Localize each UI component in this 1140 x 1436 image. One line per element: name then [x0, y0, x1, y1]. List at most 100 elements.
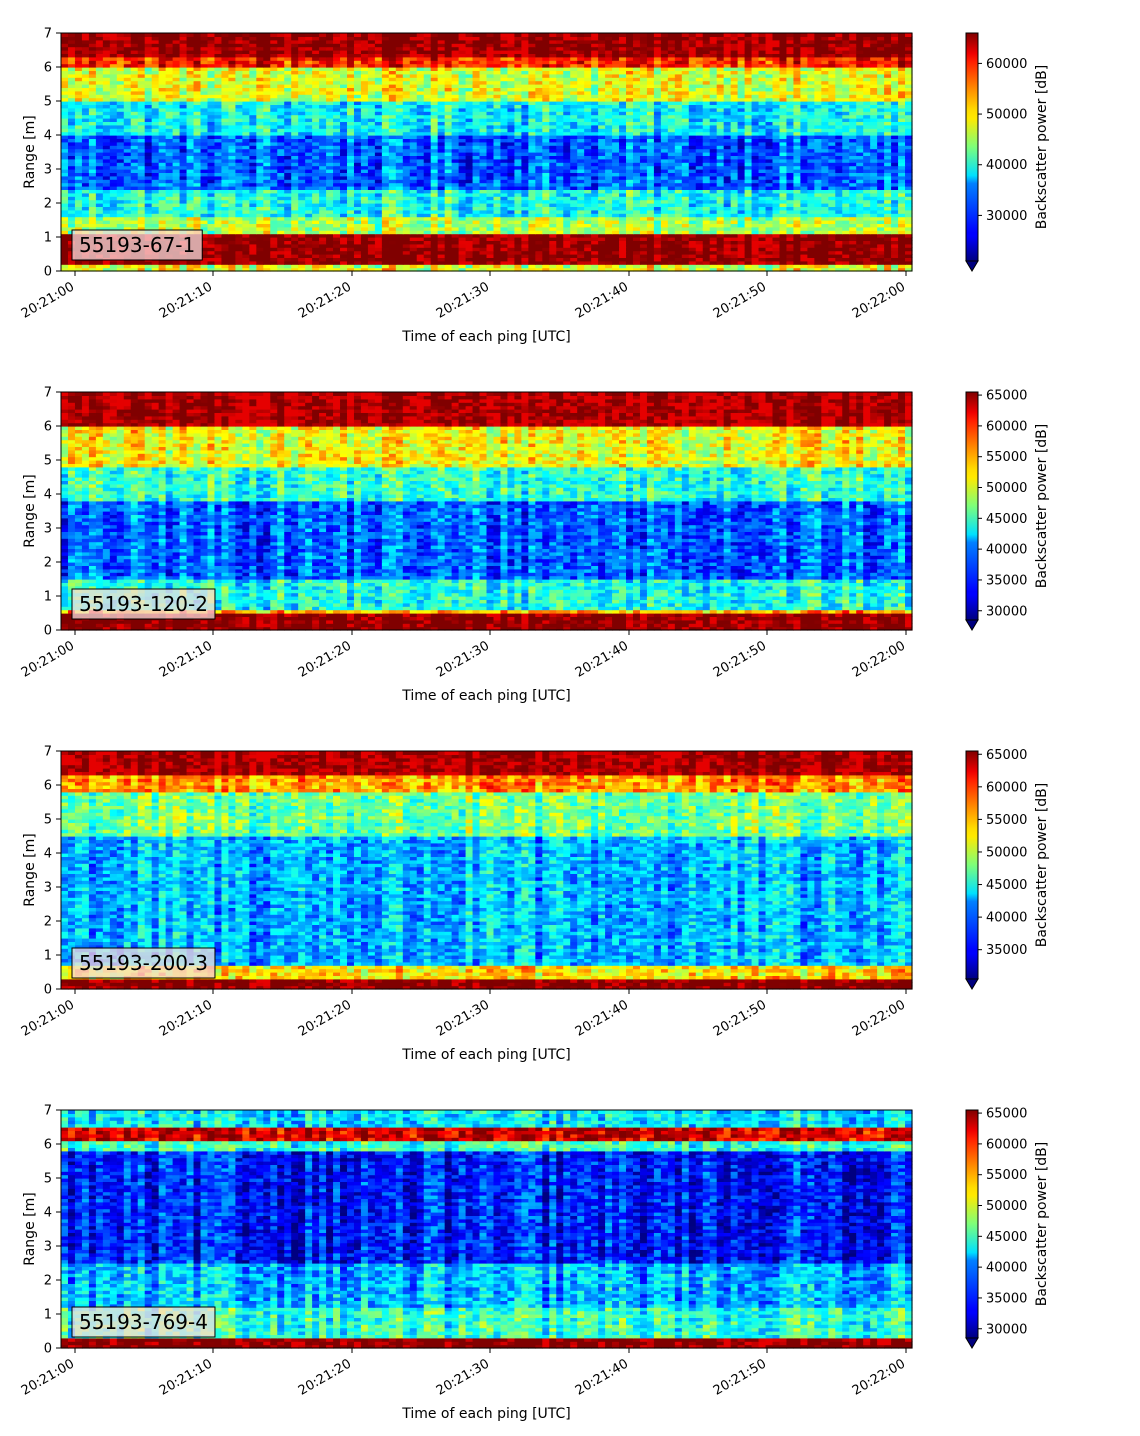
heatmap-cell	[563, 220, 571, 224]
heatmap-cell	[884, 257, 892, 262]
heatmap-cell	[423, 267, 432, 272]
heatmap-cell	[479, 165, 488, 170]
heatmap-cell	[786, 254, 795, 258]
heatmap-cell	[542, 216, 550, 221]
heatmap-cell	[535, 243, 543, 248]
heatmap-cell	[158, 131, 167, 136]
heatmap-cell	[109, 158, 118, 163]
heatmap-cell	[305, 172, 313, 177]
heatmap-cell	[779, 243, 788, 248]
heatmap-cell	[291, 162, 299, 167]
heatmap-cell	[765, 182, 774, 187]
heatmap-cell	[381, 148, 390, 153]
heatmap-cell	[472, 264, 481, 269]
heatmap-cell	[214, 267, 223, 272]
heatmap-cell	[291, 243, 299, 248]
heatmap-cell	[430, 240, 439, 245]
heatmap-cell	[116, 264, 125, 269]
heatmap-cell	[639, 189, 648, 194]
heatmap-cell	[346, 223, 355, 228]
heatmap-cell	[905, 175, 913, 180]
heatmap-cell	[884, 165, 892, 170]
heatmap-cell	[702, 260, 711, 265]
heatmap-cell	[807, 186, 815, 190]
heatmap-cell	[821, 260, 829, 265]
heatmap-cell	[444, 179, 453, 184]
heatmap-cell	[709, 192, 718, 197]
heatmap-cell	[800, 203, 808, 207]
heatmap-cell	[612, 209, 620, 214]
heatmap-cell	[472, 189, 481, 194]
heatmap-cell	[402, 213, 411, 218]
heatmap-cell	[772, 182, 781, 187]
heatmap-cell	[270, 250, 278, 255]
heatmap-cell	[479, 223, 488, 228]
heatmap-cell	[619, 267, 627, 272]
heatmap-cell	[786, 182, 795, 187]
heatmap-cell	[144, 189, 153, 194]
heatmap-cell	[646, 158, 655, 163]
heatmap-cell	[116, 223, 125, 228]
heatmap-cell	[737, 233, 746, 238]
heatmap-cell	[326, 192, 334, 197]
heatmap-cell	[688, 237, 697, 241]
heatmap-cell	[465, 141, 474, 146]
heatmap-cell	[786, 247, 795, 252]
heatmap-cell	[772, 233, 781, 238]
heatmap-cell	[619, 189, 627, 194]
heatmap-cell	[695, 162, 704, 167]
heatmap-cell	[556, 175, 564, 180]
heatmap-cell	[653, 213, 662, 218]
heatmap-cell	[249, 226, 257, 231]
heatmap-cell	[612, 243, 620, 248]
heatmap-cell	[102, 199, 111, 204]
heatmap-cell	[598, 158, 606, 163]
heatmap-cell	[667, 216, 676, 221]
heatmap-cell	[779, 223, 788, 228]
heatmap-cell	[849, 247, 857, 252]
heatmap-cell	[74, 162, 83, 167]
heatmap-cell	[674, 267, 683, 272]
heatmap-cell	[549, 141, 557, 146]
heatmap-cell	[716, 203, 725, 207]
heatmap-cell	[137, 182, 146, 187]
heatmap-cell	[730, 233, 739, 238]
heatmap-cell	[800, 250, 808, 255]
heatmap-cell	[514, 240, 522, 245]
heatmap-cell	[61, 179, 69, 184]
heatmap-cell	[298, 148, 306, 153]
heatmap-cell	[326, 189, 334, 194]
heatmap-cell	[472, 216, 481, 221]
heatmap-cell	[95, 223, 104, 228]
heatmap-cell	[891, 230, 899, 235]
heatmap-cell	[270, 196, 278, 201]
heatmap-cell	[639, 247, 648, 252]
heatmap-cell	[626, 206, 634, 211]
heatmap-cell	[842, 240, 850, 245]
heatmap-cell	[584, 186, 592, 190]
heatmap-cell	[312, 179, 320, 184]
heatmap-cell	[744, 148, 753, 153]
heatmap-cell	[81, 172, 90, 177]
heatmap-cell	[814, 141, 822, 146]
heatmap-cell	[605, 254, 613, 258]
heatmap-cell	[709, 240, 718, 245]
heatmap-cell	[863, 209, 871, 214]
heatmap-cell	[891, 148, 899, 153]
heatmap-cell	[200, 172, 209, 177]
heatmap-cell	[263, 131, 271, 136]
heatmap-cell	[151, 199, 160, 204]
heatmap-cell	[374, 162, 383, 167]
heatmap-cell	[319, 165, 327, 170]
heatmap-cell	[772, 131, 781, 136]
heatmap-cell	[486, 220, 495, 224]
heatmap-cell	[619, 243, 627, 248]
heatmap-cell	[563, 209, 571, 214]
heatmap-cell	[451, 223, 460, 228]
heatmap-cell	[884, 189, 892, 194]
heatmap-cell	[758, 230, 767, 235]
heatmap-cell	[479, 199, 488, 204]
heatmap-cell	[514, 141, 522, 146]
heatmap-cell	[877, 186, 885, 190]
heatmap-cell	[472, 254, 481, 258]
